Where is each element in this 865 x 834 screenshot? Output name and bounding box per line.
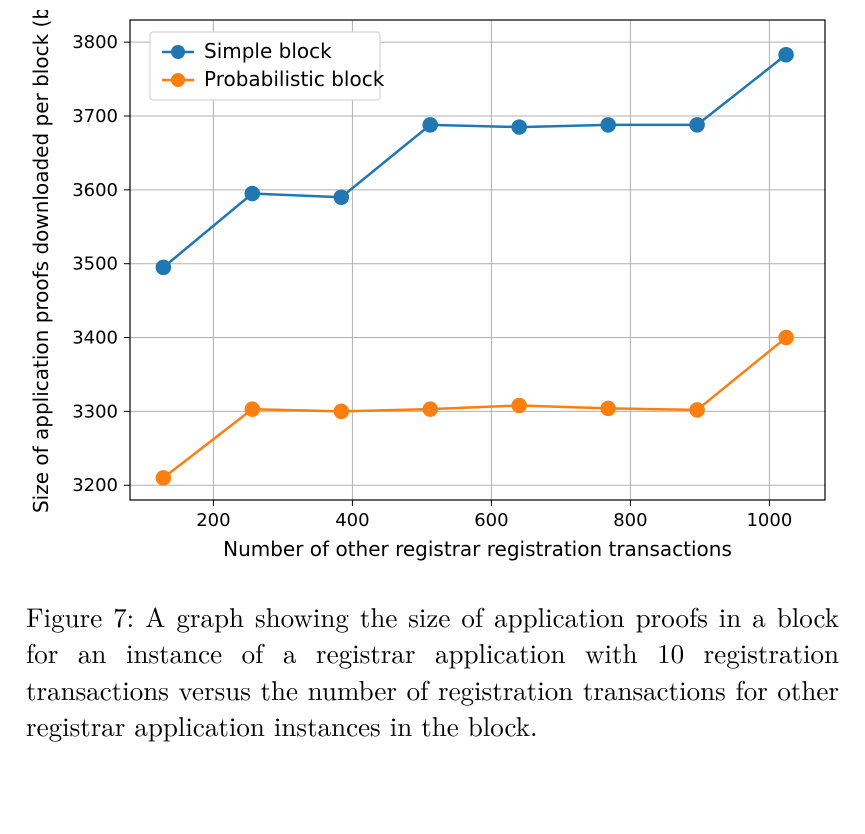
series-marker (245, 187, 259, 201)
series-marker (334, 190, 348, 204)
svg-text:3800: 3800 (72, 32, 118, 53)
series-marker (156, 260, 170, 274)
series-marker (601, 118, 615, 132)
legend-item-label: Probabilistic block (204, 67, 385, 91)
svg-text:600: 600 (474, 510, 508, 531)
figure-text: A graph showing the size of application … (26, 597, 839, 744)
svg-text:3700: 3700 (72, 106, 118, 127)
svg-text:200: 200 (196, 510, 230, 531)
svg-text:400: 400 (335, 510, 369, 531)
series-marker (690, 118, 704, 132)
svg-text:3400: 3400 (72, 328, 118, 349)
svg-text:800: 800 (613, 510, 647, 531)
series-marker (334, 404, 348, 418)
series-marker (423, 402, 437, 416)
legend-item-label: Simple block (204, 39, 332, 63)
series-marker (512, 398, 526, 412)
line-chart: 200 400 600 800 1000 3200 3300 3400 3500 3600 3700… (20, 10, 845, 570)
series-marker (245, 402, 259, 416)
svg-text:3200: 3200 (72, 475, 118, 496)
chart-container: 200 400 600 800 1000 3200 3300 3400 3500 3600 3700… (20, 10, 845, 570)
svg-text:1000: 1000 (746, 510, 792, 531)
series-marker (779, 48, 793, 62)
series-marker (601, 401, 615, 415)
legend: Simple block Probabilistic block (150, 32, 385, 100)
series-marker (512, 120, 526, 134)
y-axis-label: Size of application proofs downloaded pe… (29, 10, 53, 513)
svg-text:3600: 3600 (72, 180, 118, 201)
series-marker (156, 471, 170, 485)
figure-caption: Figure 7: A graph showing the size of ap… (26, 598, 839, 744)
x-axis-label: Number of other registrar registration t… (223, 537, 732, 561)
series-marker (779, 331, 793, 345)
series-marker (423, 118, 437, 132)
svg-text:3300: 3300 (72, 401, 118, 422)
figure-label: Figure 7: (26, 597, 134, 635)
series-marker (690, 403, 704, 417)
svg-text:3500: 3500 (72, 254, 118, 275)
